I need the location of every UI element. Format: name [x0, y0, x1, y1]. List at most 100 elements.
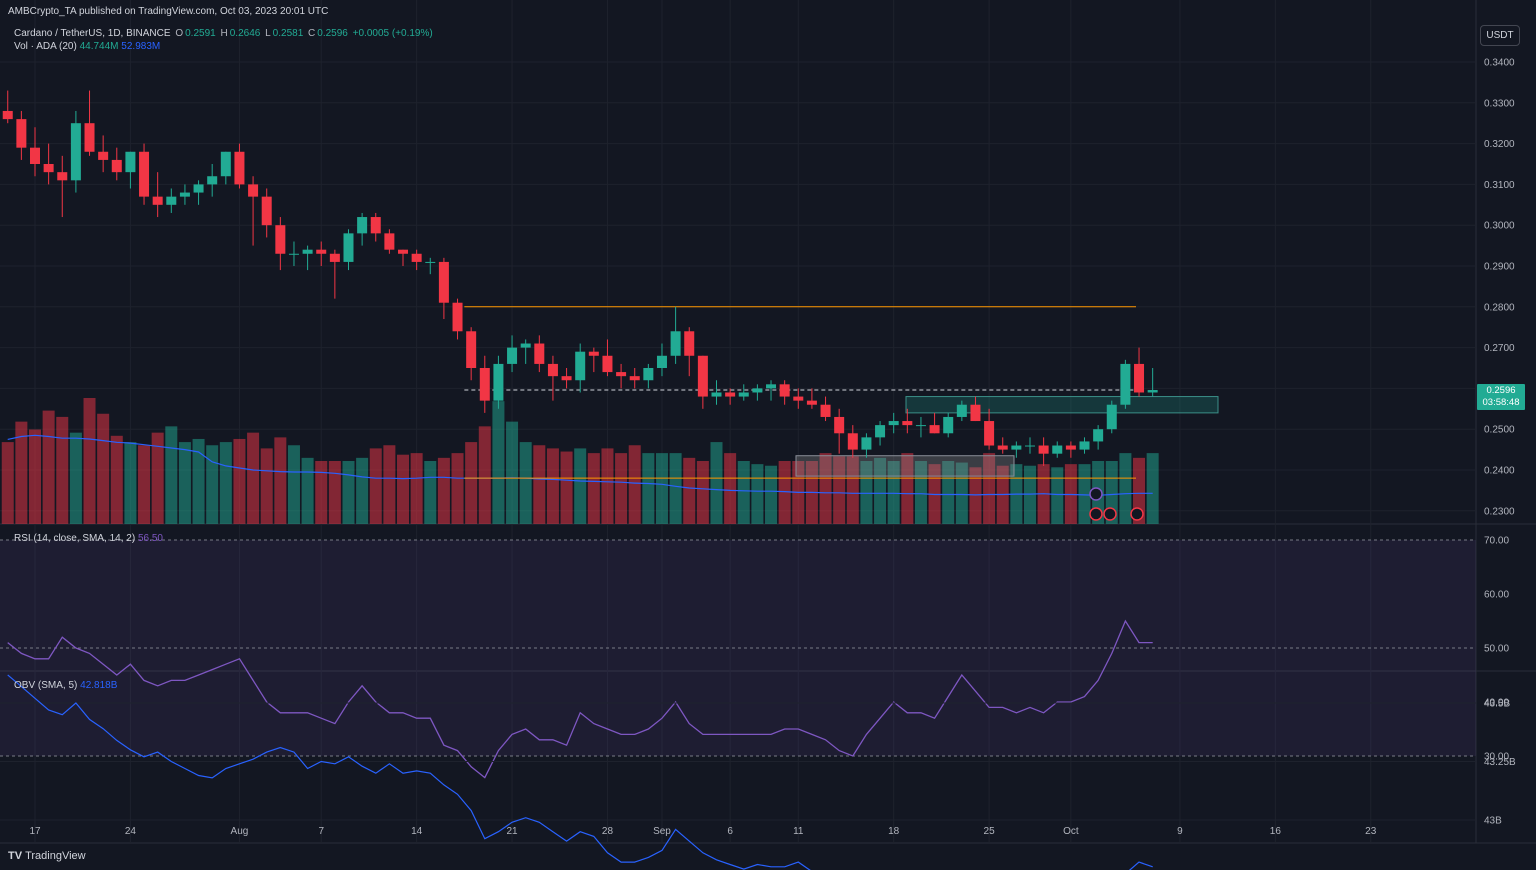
candle-body — [30, 147, 40, 164]
candle-body — [616, 372, 627, 377]
candle-body — [643, 368, 654, 381]
rsi-tick-label: 70.00 — [1484, 536, 1509, 547]
candle-body — [411, 253, 422, 262]
candle-body — [275, 225, 286, 254]
volume-bar — [492, 401, 505, 524]
time-tick-label: 14 — [411, 826, 423, 837]
price-tick-label: 0.3000 — [1484, 221, 1515, 232]
volume-bar — [765, 465, 778, 524]
candle-body — [370, 217, 381, 234]
obv-tick-label: 43.5B — [1484, 699, 1510, 710]
volume-bar — [233, 438, 246, 524]
volume-bar — [328, 461, 341, 524]
volume-bar — [901, 453, 914, 524]
candle-body — [752, 388, 763, 393]
rsi-label: RSI (14, close, SMA, 14, 2) — [14, 533, 136, 544]
candle-body — [139, 151, 150, 197]
candle-body — [793, 396, 804, 401]
volume-bar — [151, 432, 164, 524]
candle-body — [806, 400, 817, 405]
volume-bar — [506, 421, 519, 524]
candle-body — [57, 172, 68, 181]
candle-body — [1038, 445, 1049, 454]
candle-body — [738, 392, 749, 397]
last-price-value: 0.2596 — [1486, 385, 1516, 396]
price-tick-label: 0.2800 — [1484, 302, 1515, 313]
currency-badge[interactable]: USDT — [1480, 25, 1520, 46]
candle-body — [179, 192, 190, 197]
candle-body — [820, 404, 831, 417]
time-tick-label: Aug — [231, 826, 249, 837]
obv-value: 42.818B — [80, 680, 118, 691]
obv-legend[interactable]: OBV (SMA, 5) 42.818B — [14, 680, 117, 691]
candle-body — [152, 196, 163, 205]
candle-body — [779, 384, 790, 397]
obv-line — [7, 674, 1153, 870]
volume-bar — [138, 445, 151, 524]
candle-body — [1120, 363, 1131, 405]
volume-bar — [110, 435, 123, 524]
price-tick-label: 0.2500 — [1484, 425, 1515, 436]
candle-body — [725, 392, 736, 397]
volume-bar — [383, 445, 396, 524]
volume-bar — [178, 442, 191, 524]
tradingview-footer[interactable]: TV TradingView — [8, 850, 86, 862]
symbol-legend[interactable]: Cardano / TetherUS, 1D, BINANCE O 0.2591 … — [14, 28, 435, 39]
candle-body — [193, 184, 204, 193]
open-label: O — [175, 28, 184, 39]
rsi-tick-label: 50.00 — [1484, 644, 1509, 655]
volume-bar — [287, 445, 300, 524]
volume-bar — [437, 457, 450, 524]
volume-bar — [628, 445, 641, 524]
volume-bar — [669, 453, 682, 524]
candle-body — [384, 233, 395, 250]
price-tick-label: 0.3100 — [1484, 180, 1515, 191]
volume-bar — [860, 461, 873, 524]
volume-bar — [655, 453, 668, 524]
volume-bar — [683, 457, 696, 524]
candle-body — [16, 119, 27, 148]
volume-legend[interactable]: Vol · ADA (20) 44.744M 52.983M — [14, 41, 160, 52]
candle-body — [220, 151, 231, 177]
candle-body — [84, 123, 95, 152]
price-tick-label: 0.3400 — [1484, 58, 1515, 69]
volume-bar — [546, 448, 559, 524]
volume-bar — [1078, 464, 1091, 524]
candle-body — [1093, 429, 1104, 442]
candle-body — [125, 151, 136, 173]
candle-body — [629, 376, 640, 381]
candle-body — [329, 253, 340, 262]
candle-body — [834, 416, 845, 434]
rsi-legend[interactable]: RSI (14, close, SMA, 14, 2) 56.50 — [14, 533, 163, 544]
time-tick-label: 21 — [506, 826, 518, 837]
volume-bar — [247, 432, 260, 524]
candle-body — [697, 355, 708, 397]
candle-body — [943, 416, 954, 434]
candle-body — [588, 351, 599, 356]
volume-bar — [969, 467, 982, 524]
volume-bar — [724, 453, 737, 524]
open-value: 0.2591 — [185, 28, 216, 39]
candle-body — [466, 331, 477, 368]
candle-body — [1134, 363, 1145, 393]
volume-bar — [397, 454, 410, 524]
published-line: AMBCrypto_TA published on TradingView.co… — [8, 6, 328, 17]
candle-body — [956, 404, 967, 417]
candle-body — [452, 302, 463, 332]
volume-bar — [83, 398, 96, 524]
volume-bar — [942, 461, 955, 524]
candle-body — [438, 261, 449, 303]
low-value: 0.2581 — [272, 28, 304, 39]
tradingview-brand: TradingView — [25, 850, 86, 862]
volume-ma-line — [7, 434, 1153, 496]
price-tick-label: 0.3200 — [1484, 139, 1515, 150]
time-tick-label: 7 — [318, 826, 324, 837]
candle-body — [1106, 404, 1117, 430]
candle-body — [302, 249, 313, 254]
volume-bar — [601, 448, 614, 524]
candle-body — [316, 249, 327, 254]
last-price-label: 0.2596 03:58:48 — [1477, 384, 1525, 410]
candle-body — [902, 421, 913, 426]
obv-tick-label: 43B — [1484, 816, 1502, 827]
